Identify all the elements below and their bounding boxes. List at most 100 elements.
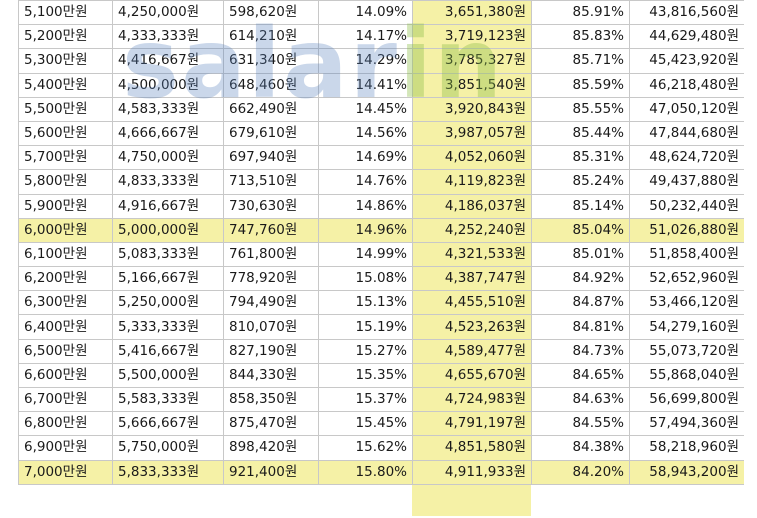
net-annual-cell: 51,026,880원 [629,217,744,243]
deduction-rate-cell: 14.09% [318,0,413,26]
net-ratio-cell: 85.71% [531,48,630,74]
table-row: 6,000만원 5,000,000원 747,760원 14.96% 4,252,240… [18,217,744,243]
deduction-rate-cell: 14.86% [318,193,413,219]
deduction-rate-cell: 14.76% [318,169,413,195]
annual-salary-cell: 5,900만원 [18,193,113,219]
deduction-rate-cell: 15.62% [318,435,413,461]
deduction-rate-cell: 14.96% [318,217,413,243]
table-row: 6,200만원 5,166,667원 778,920원 15.08% 4,387,747… [18,266,744,292]
annual-salary-cell: 7,000만원 [18,459,113,485]
monthly-salary-cell: 4,333,333원 [112,24,224,50]
table-row: 6,700만원 5,583,333원 858,350원 15.37% 4,724,983… [18,386,744,413]
net-monthly-cell: 4,724,983원 [412,386,532,413]
net-monthly-cell: 3,651,380원 [412,0,532,26]
monthly-salary-cell: 5,666,667원 [112,411,224,437]
deduction-rate-cell: 14.45% [318,96,413,122]
table-row: 5,100만원 4,250,000원 598,620원 14.09% 3,651,380… [18,0,744,26]
annual-salary-cell: 6,000만원 [18,217,113,243]
deduction-rate-cell: 15.27% [318,338,413,364]
table-row: 5,700만원 4,750,000원 697,940원 14.69% 4,052,060… [18,145,744,171]
monthly-salary-cell: 4,250,000원 [112,0,224,26]
deduction-rate-cell: 15.19% [318,314,413,340]
net-monthly-cell: 4,119,823원 [412,169,532,195]
net-monthly-cell: 3,851,540원 [412,72,532,98]
annual-salary-cell: 5,700만원 [18,145,113,171]
deduction-cell: 747,760원 [223,217,319,243]
net-ratio-cell: 84.55% [531,411,630,437]
net-ratio-cell: 85.55% [531,96,630,122]
net-ratio-cell: 85.44% [531,120,630,147]
monthly-salary-cell: 5,166,667원 [112,266,224,292]
net-ratio-cell: 85.91% [531,0,630,26]
net-ratio-cell: 85.31% [531,145,630,171]
table-row: 6,300만원 5,250,000원 794,490원 15.13% 4,455,510… [18,290,744,316]
net-ratio-cell: 85.83% [531,24,630,50]
net-monthly-cell: 4,589,477원 [412,338,532,364]
net-monthly-cell: 4,455,510원 [412,290,532,316]
page-margin [0,0,14,518]
net-ratio-cell: 85.04% [531,217,630,243]
monthly-salary-cell: 4,666,667원 [112,120,224,147]
deduction-cell: 761,800원 [223,241,319,268]
table-row: 5,800만원 4,833,333원 713,510원 14.76% 4,119,823… [18,169,744,195]
monthly-salary-cell: 4,500,000원 [112,72,224,98]
annual-salary-cell: 6,600만원 [18,362,113,389]
net-monthly-cell: 3,987,057원 [412,120,532,147]
monthly-salary-cell: 4,916,667원 [112,193,224,219]
net-annual-cell: 53,466,120원 [629,290,744,316]
annual-salary-cell: 5,400만원 [18,72,113,98]
annual-salary-cell: 5,800만원 [18,169,113,195]
deduction-cell: 614,210원 [223,24,319,50]
net-monthly-cell: 3,920,843원 [412,96,532,122]
monthly-salary-cell: 4,416,667원 [112,48,224,74]
net-annual-cell: 51,858,400원 [629,241,744,268]
monthly-salary-cell: 4,750,000원 [112,145,224,171]
table-row: 7,000만원 5,833,333원 921,400원 15.80% 4,911,933… [18,459,744,485]
deduction-rate-cell: 15.35% [318,362,413,389]
deduction-rate-cell: 15.13% [318,290,413,316]
deduction-cell: 697,940원 [223,145,319,171]
table-row: 5,300만원 4,416,667원 631,340원 14.29% 3,785,327… [18,48,744,74]
net-annual-cell: 45,423,920원 [629,48,744,74]
deduction-cell: 598,620원 [223,0,319,26]
deduction-cell: 858,350원 [223,386,319,413]
deduction-rate-cell: 15.37% [318,386,413,413]
table-row: 6,100만원 5,083,333원 761,800원 14.99% 4,321,533… [18,241,744,268]
table-row: 5,900만원 4,916,667원 730,630원 14.86% 4,186,037… [18,193,744,219]
table-row: 6,500만원 5,416,667원 827,190원 15.27% 4,589,477… [18,338,744,364]
net-monthly-cell: 3,785,327원 [412,48,532,74]
annual-salary-cell: 6,900만원 [18,435,113,461]
net-monthly-cell: 4,655,670원 [412,362,532,389]
net-annual-cell: 43,816,560원 [629,0,744,26]
monthly-salary-cell: 5,416,667원 [112,338,224,364]
deduction-cell: 810,070원 [223,314,319,340]
net-annual-cell: 58,943,200원 [629,459,744,485]
net-ratio-cell: 85.59% [531,72,630,98]
monthly-salary-cell: 5,750,000원 [112,435,224,461]
net-monthly-cell: 4,791,197원 [412,411,532,437]
net-monthly-cell: 4,523,263원 [412,314,532,340]
table-row: 5,600만원 4,666,667원 679,610원 14.56% 3,987,057… [18,120,744,147]
salary-table-body: 5,100만원 4,250,000원 598,620원 14.09% 3,651,380… [18,0,744,485]
net-annual-cell: 56,699,800원 [629,386,744,413]
net-monthly-cell: 4,252,240원 [412,217,532,243]
deduction-rate-cell: 14.29% [318,48,413,74]
monthly-salary-cell: 5,833,333원 [112,459,224,485]
net-annual-cell: 55,073,720원 [629,338,744,364]
deduction-rate-cell: 14.99% [318,241,413,268]
deduction-cell: 921,400원 [223,459,319,485]
annual-salary-cell: 6,100만원 [18,241,113,268]
monthly-salary-cell: 5,500,000원 [112,362,224,389]
deduction-cell: 844,330원 [223,362,319,389]
deduction-cell: 648,460원 [223,72,319,98]
net-annual-cell: 44,629,480원 [629,24,744,50]
deduction-cell: 794,490원 [223,290,319,316]
monthly-salary-cell: 5,250,000원 [112,290,224,316]
annual-salary-cell: 5,200만원 [18,24,113,50]
net-annual-cell: 47,844,680원 [629,120,744,147]
net-annual-cell: 49,437,880원 [629,169,744,195]
net-monthly-cell: 4,387,747원 [412,266,532,292]
table-row: 6,900만원 5,750,000원 898,420원 15.62% 4,851,580… [18,435,744,461]
deduction-rate-cell: 14.56% [318,120,413,147]
deduction-rate-cell: 15.08% [318,266,413,292]
